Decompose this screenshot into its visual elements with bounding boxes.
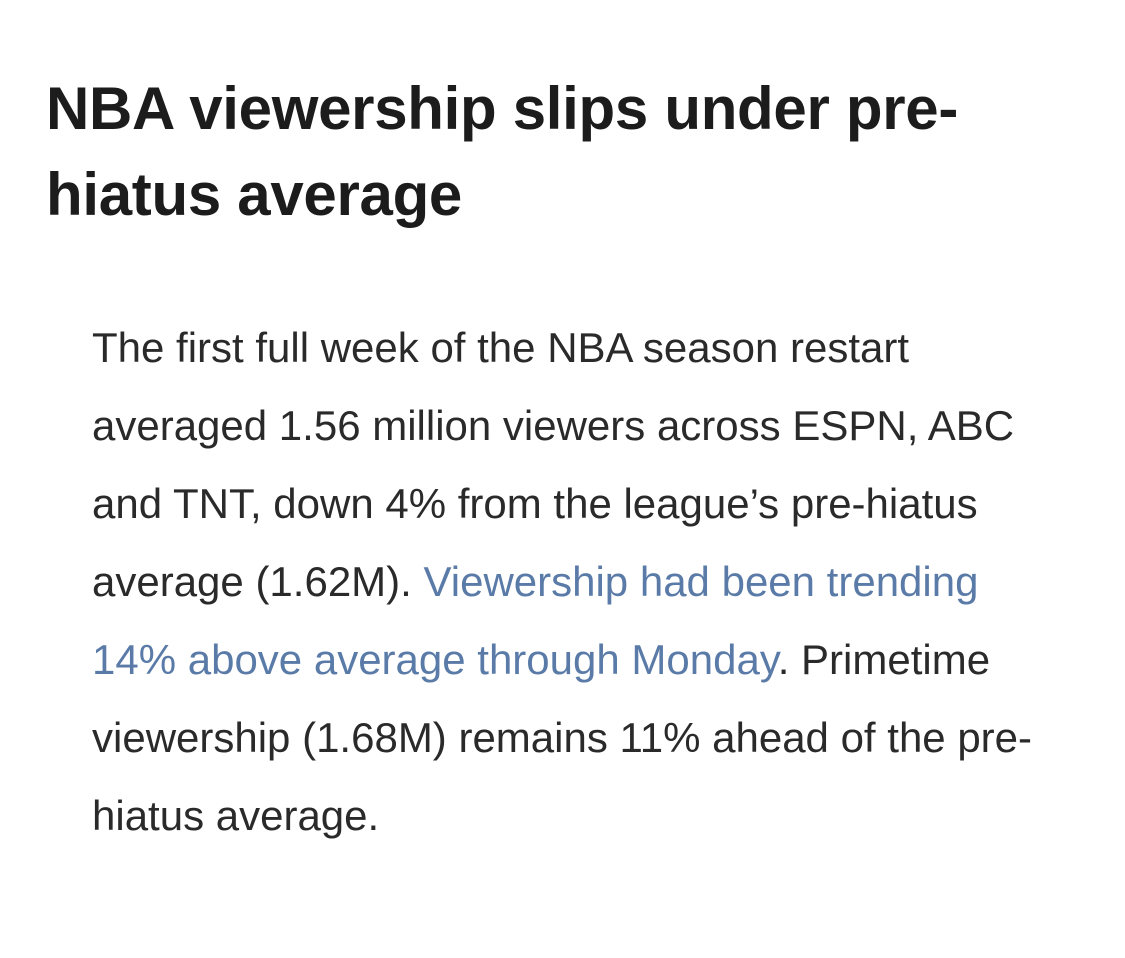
article-headline: NBA viewership slips under pre-hiatus av…	[46, 75, 959, 228]
paragraph-text-after-link: . Primetime viewership (1.68M) remains 1…	[92, 636, 1033, 839]
viewership-trend-link[interactable]: Viewership had been trending 14% above a…	[92, 558, 979, 683]
paragraph-text-before-link: The first full week of the NBA season re…	[92, 324, 1015, 605]
article-paragraph: The first full week of the NBA season re…	[92, 309, 1067, 855]
